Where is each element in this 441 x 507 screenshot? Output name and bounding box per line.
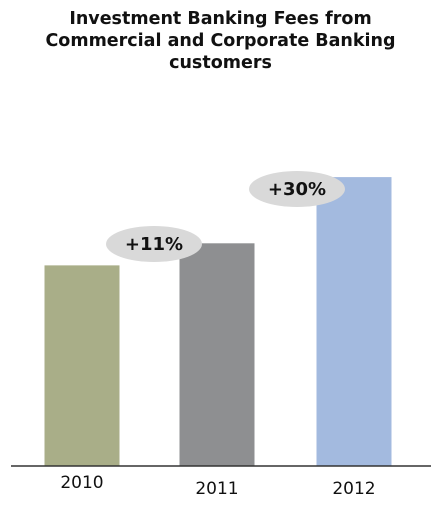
bar-2012 xyxy=(316,177,392,466)
annotation-label: +30% xyxy=(268,179,326,200)
annotation-bubble xyxy=(106,226,202,262)
growth-annotation-2: +30% xyxy=(249,171,345,207)
x-tick-label-2012: 2012 xyxy=(332,479,375,499)
chart-title-line-1: Investment Banking Fees from xyxy=(69,9,372,29)
annotation-label: +11% xyxy=(125,234,183,255)
x-tick-label-2011: 2011 xyxy=(195,479,238,499)
chart-title-line-2: Commercial and Corporate Banking xyxy=(45,31,396,51)
annotation-bubble xyxy=(249,171,345,207)
chart-title: Investment Banking Fees from Commercial … xyxy=(0,8,441,74)
growth-annotation-1: +11% xyxy=(106,226,202,262)
x-tick-label-2010: 2010 xyxy=(60,473,103,493)
chart-title-line-3: customers xyxy=(169,53,272,73)
bar-2011 xyxy=(179,243,255,466)
bar-2010 xyxy=(44,265,120,466)
